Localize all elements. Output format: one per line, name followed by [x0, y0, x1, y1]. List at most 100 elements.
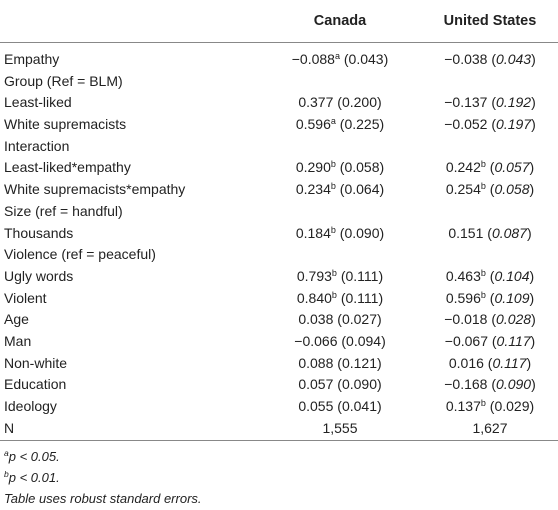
canada-significance-mark: b: [330, 224, 336, 235]
us-se-open: (: [485, 159, 495, 176]
canada-cell: 0.055 (0.041): [240, 396, 440, 418]
us-se-close: ): [529, 289, 535, 306]
canada-cell: 0.840b (0.111): [240, 288, 440, 310]
us-cell: 0.596b (0.109): [420, 288, 558, 310]
us-coefficient: 1,627: [472, 419, 508, 436]
us-coefficient: −0.168: [444, 376, 488, 393]
us-coefficient: 0.242: [445, 159, 481, 176]
us-cell: −0.038 (0.043): [420, 49, 558, 71]
canada-cell: 0.057 (0.090): [240, 374, 440, 396]
us-coefficient: 0.254: [445, 181, 481, 198]
us-se-open: (: [485, 398, 495, 414]
canada-standard-error: (0.200): [333, 94, 382, 111]
row-label: Size (ref = handful): [4, 202, 123, 219]
us-se-close: ): [529, 267, 535, 284]
row-label: N: [4, 419, 15, 436]
us-cell: 0.254b (0.058): [420, 179, 558, 201]
us-se-open: (: [483, 224, 492, 241]
canada-significance-mark: b: [330, 181, 336, 192]
row-label: Man: [4, 332, 32, 349]
canada-cell: −0.066 (0.094): [240, 331, 440, 353]
us-significance-mark: b: [480, 159, 486, 170]
us-se-open: (: [487, 311, 497, 328]
canada-coefficient: 0.596: [295, 116, 331, 133]
table-row: Interaction: [0, 136, 558, 158]
us-se-open: (: [485, 267, 495, 284]
row-label: Non-white: [4, 354, 68, 371]
us-cell: −0.018 (0.028): [420, 309, 558, 331]
note-marker: a: [4, 448, 9, 458]
canada-significance-mark: b: [331, 267, 337, 278]
us-se-open: (: [487, 332, 497, 349]
row-label: Education: [4, 376, 67, 393]
canada-significance-mark: b: [331, 289, 337, 300]
table-note: bp < 0.01.: [4, 467, 202, 488]
canada-cell: −0.088a (0.043): [240, 49, 440, 71]
row-label: Ideology: [4, 398, 57, 414]
canada-significance-mark: b: [330, 159, 336, 170]
us-cell: −0.067 (0.117): [420, 331, 558, 353]
us-se-close: ): [531, 116, 536, 133]
canada-standard-error: (0.041): [333, 398, 382, 414]
row-label: Thousands: [4, 224, 74, 241]
table-row: Thousands 0.184b (0.090) 0.151 (0.087): [0, 223, 558, 245]
canada-significance-mark: a: [334, 51, 340, 61]
table-note: Table uses robust standard errors.: [4, 488, 202, 509]
canada-coefficient: 0.055: [298, 398, 334, 414]
row-label: Violent: [4, 289, 47, 306]
table-notes: ap < 0.05. bp < 0.01. Table uses robust st…: [4, 446, 202, 509]
us-standard-error: 0.197: [496, 116, 532, 133]
us-coefficient: −0.067: [444, 332, 488, 349]
canada-cell: 0.377 (0.200): [240, 92, 440, 114]
canada-standard-error: (0.094): [337, 332, 386, 349]
us-se-open: (: [485, 289, 495, 306]
us-se-open: (: [483, 354, 493, 371]
table-row: Least-liked*empathy 0.290b (0.058) 0.242b …: [0, 157, 558, 179]
canada-standard-error: (0.058): [335, 159, 385, 176]
us-se-close: ): [529, 181, 535, 198]
canada-standard-error: (0.064): [335, 181, 385, 198]
us-standard-error: 0.058: [494, 181, 530, 198]
canada-cell: 0.088 (0.121): [240, 353, 440, 375]
us-se-close: ): [531, 376, 536, 393]
us-standard-error: 0.104: [494, 267, 530, 284]
row-label: Group (Ref = BLM): [4, 72, 123, 89]
us-coefficient: 0.137: [445, 398, 481, 414]
us-cell: 0.242b (0.057): [420, 157, 558, 179]
us-coefficient: −0.137: [444, 94, 488, 111]
row-label: Least-liked: [4, 94, 72, 111]
table-body: Empathy −0.088a (0.043) −0.038 (0.043) Grou…: [0, 49, 558, 442]
table-note: ap < 0.05.: [4, 446, 202, 467]
us-se-open: (: [485, 181, 495, 198]
us-coefficient: −0.052: [444, 116, 488, 133]
us-se-close: ): [529, 159, 535, 176]
table-row: Size (ref = handful): [0, 201, 558, 223]
canada-standard-error: (0.027): [333, 311, 382, 328]
us-se-open: (: [487, 94, 497, 111]
canada-coefficient: 0.840: [296, 289, 332, 306]
us-se-open: (: [487, 376, 497, 393]
us-standard-error: 0.087: [491, 224, 527, 241]
canada-cell: 0.184b (0.090): [240, 223, 440, 245]
canada-cell: 0.234b (0.064): [240, 179, 440, 201]
us-coefficient: 0.016: [448, 354, 484, 371]
table-row: Violent 0.840b (0.111) 0.596b (0.109): [0, 288, 558, 310]
table-row: N 1,555 1,627: [0, 418, 558, 442]
us-standard-error: 0.117: [492, 354, 527, 371]
us-se-close: ): [530, 332, 536, 349]
us-cell: −0.052 (0.197): [420, 114, 558, 136]
us-se-close: ): [531, 51, 536, 67]
us-standard-error: 0.028: [496, 311, 532, 328]
us-cell: 0.016 (0.117): [420, 353, 558, 375]
canada-coefficient: 0.234: [295, 181, 331, 198]
canada-coefficient: 1,555: [322, 419, 358, 436]
regression-table: Canada United States Empathy −0.088a (0.0…: [0, 0, 558, 442]
row-label: Empathy: [4, 51, 60, 67]
canada-cell: 0.793b (0.111): [240, 266, 440, 288]
table-header-row: Canada United States: [0, 0, 558, 43]
canada-cell: 0.596a (0.225): [240, 114, 440, 136]
table-row: Education 0.057 (0.090) −0.168 (0.090): [0, 374, 558, 396]
us-significance-mark: b: [480, 181, 486, 192]
table-row: Empathy −0.088a (0.043) −0.038 (0.043): [0, 49, 558, 71]
us-standard-error: 0.090: [496, 376, 532, 393]
